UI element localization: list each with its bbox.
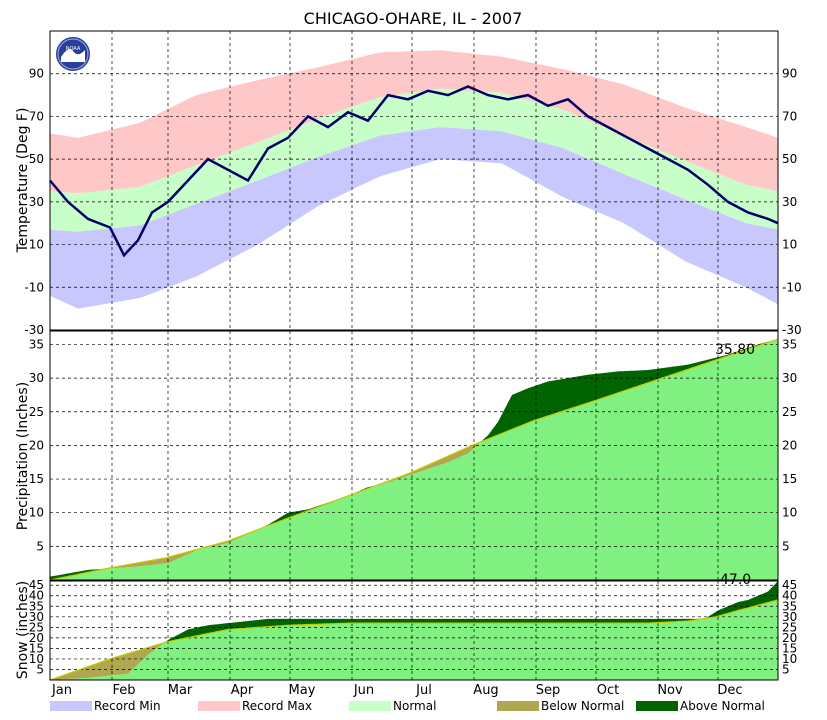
month-label-mar: Mar (168, 683, 193, 698)
month-label-jul: Jul (415, 683, 432, 698)
temperature-frame (49, 30, 779, 331)
snow-normal-line (49, 599, 779, 681)
snow-ytick-left-4: 25 (29, 620, 44, 634)
temperature-ytick-right-1: -10 (782, 280, 802, 294)
precipitation-ytick-left-4: 25 (29, 405, 44, 419)
month-label-jun: Jun (353, 683, 374, 698)
precipitation-ylabel: Precipitation (Inches) (15, 382, 31, 530)
precipitation-ytick-right-3: 20 (782, 438, 797, 452)
temperature-ytick-left-5: 70 (29, 109, 44, 123)
snow-ylabel: Snow (inches) (15, 581, 31, 679)
temperature-ytick-left-4: 50 (29, 152, 44, 166)
snow-ytick-right-1: 10 (782, 652, 797, 666)
snow-below-normal-area (50, 600, 778, 680)
precipitation-ytick-left-0: 5 (36, 539, 44, 553)
month-label-jan: Jan (51, 683, 72, 698)
precipitation-ytick-right-1: 10 (782, 506, 797, 520)
snow-ytick-left-1: 10 (29, 652, 44, 666)
snow-ytick-right-0: 5 (782, 662, 790, 676)
legend-label-1: Record Max (242, 699, 312, 713)
temperature-ytick-left-2: 10 (29, 238, 44, 252)
snow-ytick-right-4: 25 (782, 620, 797, 634)
precipitation-ytick-left-5: 30 (29, 371, 44, 385)
legend-swatch-3 (497, 701, 539, 711)
temperature-ytick-right-5: 70 (782, 109, 797, 123)
snow-ytick-left-3: 20 (29, 631, 44, 645)
snow-ytick-right-2: 15 (782, 641, 797, 655)
precipitation-ytick-right-0: 5 (782, 539, 790, 553)
temperature-ytick-left-1: -10 (24, 280, 44, 294)
legend-swatch-0 (50, 701, 92, 711)
snow-ytick-left-7: 40 (29, 589, 44, 603)
observed-temperature-line (49, 85, 779, 258)
snow-cumulative-area (50, 600, 778, 680)
month-label-may: May (289, 683, 316, 698)
precipitation-ytick-left-1: 10 (29, 506, 44, 520)
month-label-dec: Dec (717, 683, 742, 698)
legend-label-3: Below Normal (541, 699, 624, 713)
month-label-nov: Nov (657, 683, 683, 698)
month-label-apr: Apr (231, 683, 254, 698)
snow-ytick-right-5: 30 (782, 610, 797, 624)
month-label-feb: Feb (112, 683, 135, 698)
month-label-oct: Oct (597, 683, 619, 698)
month-label-aug: Aug (473, 683, 498, 698)
snow-total-label: 47.0 (720, 572, 751, 588)
precipitation-total-label: 35.80 (715, 342, 755, 358)
snow-frame (49, 580, 779, 681)
temperature-ytick-right-2: 10 (782, 238, 797, 252)
precipitation-ytick-left-3: 20 (29, 438, 44, 452)
snow-ytick-left-6: 35 (29, 599, 44, 613)
snow-ytick-right-8: 45 (782, 578, 797, 592)
precipitation-ytick-left-6: 35 (29, 337, 44, 351)
temperature-panel: -30 -30 -10 -10 10 10 30 30 50 50 70 70 90 90 Tempera… (15, 30, 802, 337)
temperature-ytick-right-4: 50 (782, 152, 797, 166)
temperature-ytick-right-3: 30 (782, 195, 797, 209)
precipitation-panel: 5 5 10 10 15 15 20 20 25 25 30 30 35 35 Precipitation… (15, 330, 797, 581)
precipitation-ytick-right-2: 15 (782, 472, 797, 486)
chart-title: CHICAGO-OHARE, IL - 2007 (304, 9, 523, 28)
snow-above-normal-area (50, 581, 778, 680)
precipitation-normal-line (49, 338, 779, 581)
snow-ytick-right-3: 20 (782, 631, 797, 645)
temperature-ytick-right-6: 90 (782, 67, 797, 81)
noaa-logo: NOAA (54, 35, 92, 73)
temperature-ylabel: Temperature (Deg F) (15, 108, 31, 254)
temperature-ytick-left-0: -30 (24, 323, 44, 337)
legend-label-4: Above Normal (680, 699, 765, 713)
noaa-logo-text: NOAA (66, 46, 81, 52)
temperature-ytick-left-6: 90 (29, 67, 44, 81)
legend-label-0: Record Min (94, 699, 161, 713)
legend-swatch-4 (636, 701, 678, 711)
month-axis: Jan Feb Mar Apr May Jun Jul Aug Sep Oct Nov Dec (51, 683, 743, 698)
legend-label-2: Normal (393, 699, 436, 713)
snow-ytick-right-7: 40 (782, 589, 797, 603)
legend-swatch-2 (349, 701, 391, 711)
month-label-sep: Sep (536, 683, 561, 698)
precipitation-ytick-left-2: 15 (29, 472, 44, 486)
temperature-ytick-left-3: 30 (29, 195, 44, 209)
precipitation-ytick-right-4: 25 (782, 405, 797, 419)
snow-ytick-left-8: 45 (29, 578, 44, 592)
snow-ytick-right-6: 35 (782, 599, 797, 613)
precipitation-ytick-right-6: 35 (782, 337, 797, 351)
precipitation-frame (49, 330, 779, 581)
temperature-ytick-right-0: -30 (782, 323, 802, 337)
snow-ytick-left-0: 5 (36, 662, 44, 676)
snow-ytick-left-2: 15 (29, 641, 44, 655)
legend-swatch-1 (198, 701, 240, 711)
normal-band (50, 88, 778, 232)
snow-ytick-left-5: 30 (29, 610, 44, 624)
legend: Record Min Record Max Normal Below Normal Ab… (50, 699, 765, 713)
precipitation-ytick-right-5: 30 (782, 371, 797, 385)
record-min-band (50, 127, 778, 309)
